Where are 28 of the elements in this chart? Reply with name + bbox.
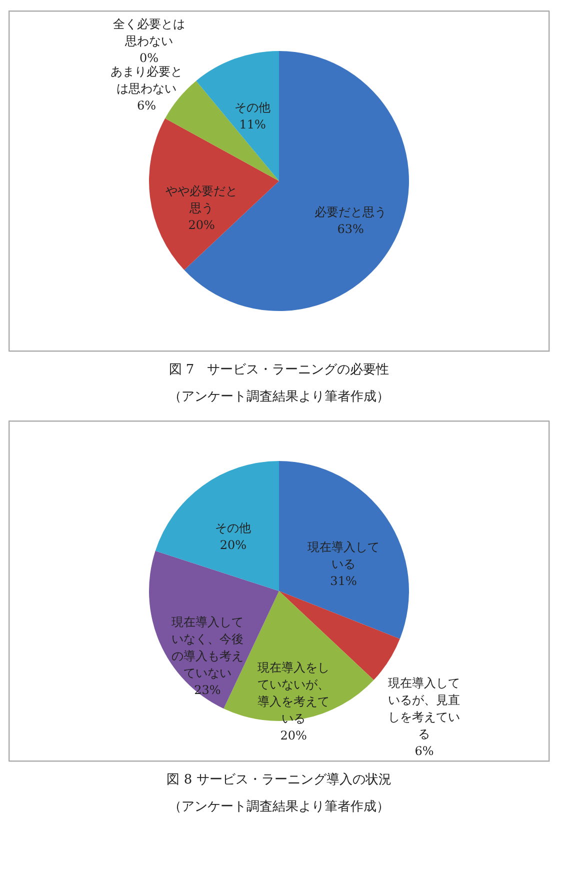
- pie-slice: [149, 118, 279, 270]
- text: （アンケート調査結果より筆者作成）: [168, 390, 390, 404]
- category-label: 全く必要とは思わない: [112, 16, 185, 48]
- pie-slice: [155, 461, 279, 591]
- slice-label: 必要だと思う: [314, 204, 387, 219]
- data-label: 20%: [280, 728, 307, 743]
- pie-slice: [279, 461, 409, 639]
- pie-slice: [165, 80, 279, 181]
- data-label: 6%: [414, 744, 434, 758]
- slice-label: 現在導入しているが、見直しを考えている: [388, 676, 460, 742]
- slice-label: あまり必要とは思わない: [110, 64, 182, 96]
- text: 0%: [139, 50, 158, 65]
- slice-label: 現在導入していなく、今後の導入も考えていない: [171, 614, 244, 680]
- pie-slice: [196, 51, 279, 181]
- slice-label: やや必要だと思う: [166, 184, 238, 215]
- data-label: 31%: [330, 574, 357, 588]
- slice-label: 現在導入している: [308, 540, 380, 572]
- data-label: 23%: [194, 682, 221, 697]
- data-label: 20%: [188, 218, 215, 232]
- text: （アンケート調査結果より筆者作成）: [168, 800, 390, 814]
- data-label: 11%: [239, 118, 266, 132]
- data-label: 63%: [337, 222, 364, 236]
- text: 図 7 サービス・ラーニングの必要性: [168, 362, 390, 378]
- slice-label: その他: [234, 100, 271, 115]
- data-label: 6%: [136, 98, 156, 112]
- text: 図 8 サービス・ラーニング導入の状況: [166, 772, 392, 788]
- slice-label: その他: [215, 520, 252, 535]
- data-label: 20%: [220, 538, 246, 552]
